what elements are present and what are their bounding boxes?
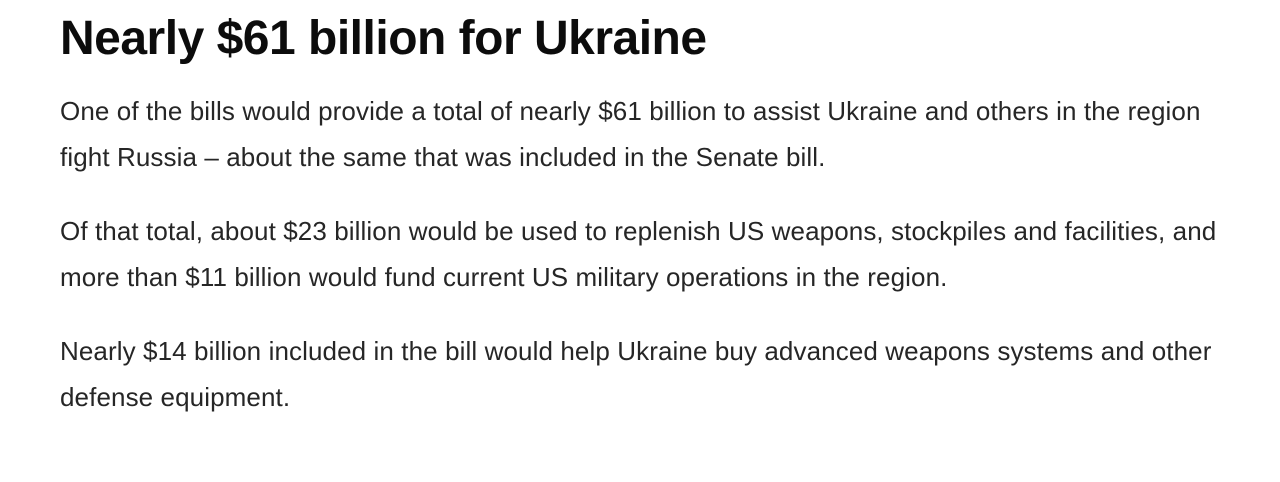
article-paragraph-3: Nearly $14 billion included in the bill …: [60, 336, 1212, 412]
article-paragraph-2: Of that total, about $23 billion would b…: [60, 216, 1217, 292]
article-paragraph-1: One of the bills would provide a total o…: [60, 96, 1201, 172]
article-body: Nearly $61 billion for Ukraine One of th…: [60, 12, 1217, 412]
article-headline: Nearly $61 billion for Ukraine: [60, 12, 707, 65]
